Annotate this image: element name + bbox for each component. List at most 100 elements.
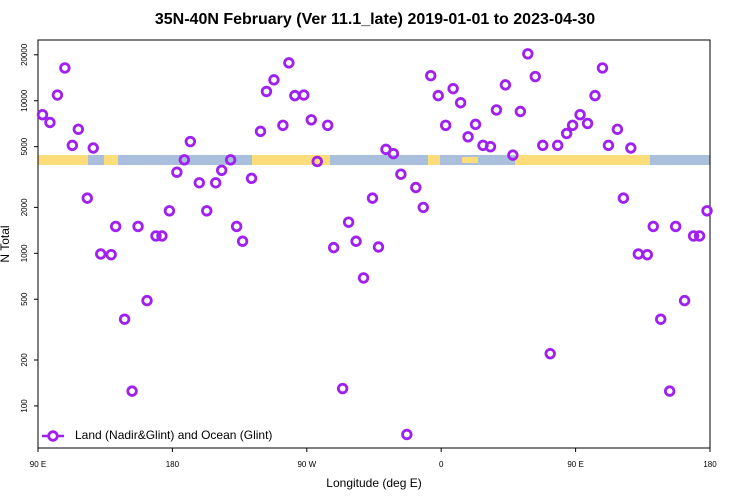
- data-point: [655, 313, 667, 325]
- y-tick-label: 500: [20, 292, 29, 306]
- data-point: [663, 385, 676, 397]
- data-point: [589, 89, 601, 102]
- y-tick-label: 10000: [20, 89, 29, 112]
- data-point: [529, 70, 541, 83]
- data-point: [156, 230, 168, 242]
- land-band: [252, 155, 330, 165]
- y-tick-label: 1000: [20, 244, 29, 262]
- x-axis-label: Longitude (deg E): [326, 476, 421, 490]
- data-point: [118, 313, 131, 325]
- legend-marker: [47, 430, 59, 442]
- data-point: [596, 62, 609, 74]
- data-point: [109, 220, 122, 233]
- data-point: [647, 220, 659, 233]
- data-point: [336, 382, 349, 395]
- data-point: [551, 139, 564, 152]
- data-point: [95, 248, 107, 260]
- x-tick-label: 0: [439, 460, 444, 469]
- data-point: [602, 139, 615, 152]
- data-point: [395, 168, 407, 180]
- data-point: [678, 294, 691, 307]
- data-point: [283, 57, 295, 69]
- data-point: [245, 172, 258, 185]
- y-axis-label: N Total: [0, 225, 12, 262]
- data-point: [327, 241, 340, 254]
- data-point: [87, 142, 99, 154]
- land-band: [462, 157, 478, 163]
- ocean-band: [38, 155, 710, 165]
- data-point: [105, 248, 117, 261]
- data-point: [36, 108, 49, 121]
- data-point: [469, 118, 482, 131]
- data-point: [560, 127, 573, 140]
- x-tick-label: 180: [166, 460, 180, 469]
- data-point: [490, 104, 503, 116]
- data-point: [236, 235, 249, 247]
- data-point: [507, 149, 519, 161]
- data-point: [410, 181, 422, 194]
- data-point: [298, 89, 310, 101]
- data-point: [260, 85, 273, 98]
- data-point: [171, 166, 183, 178]
- legend: Land (Nadir&Glint) and Ocean (Glint): [42, 428, 272, 442]
- x-tick-label: 180: [703, 460, 717, 469]
- data-point: [687, 230, 700, 242]
- land-band: [104, 155, 118, 165]
- data-point: [277, 119, 289, 132]
- data-point: [544, 347, 556, 360]
- data-point: [59, 62, 71, 74]
- data-point: [701, 205, 713, 217]
- data-point: [350, 235, 362, 247]
- x-tick-label: 90 E: [30, 460, 46, 469]
- data-point: [193, 177, 205, 189]
- data-point: [44, 116, 56, 129]
- data-point: [322, 119, 334, 132]
- data-point: [51, 89, 64, 101]
- data-point: [215, 164, 228, 177]
- data-point: [184, 135, 197, 148]
- data-point: [230, 220, 243, 233]
- chart-title: 35N-40N February (Ver 11.1_late) 2019-01…: [155, 11, 595, 28]
- data-point: [305, 114, 317, 126]
- data-point: [72, 123, 85, 135]
- y-tick-label: 2000: [20, 198, 29, 216]
- data-point: [499, 79, 512, 91]
- data-point: [425, 69, 437, 82]
- data-point: [366, 192, 379, 204]
- y-tick-label: 20000: [20, 43, 29, 66]
- land-band: [515, 155, 650, 165]
- data-point: [641, 248, 653, 261]
- land-band: [428, 155, 440, 165]
- x-tick-label: 90 E: [567, 460, 583, 469]
- data-point: [432, 89, 444, 102]
- data-point: [439, 119, 452, 132]
- plot-frame: [37, 39, 711, 449]
- data-point: [342, 216, 355, 228]
- data-point: [454, 97, 467, 109]
- data-point: [268, 74, 280, 86]
- data-point: [625, 142, 637, 154]
- data-point: [574, 108, 586, 121]
- data-point: [484, 140, 497, 153]
- data-point: [178, 154, 191, 166]
- data-point: [66, 139, 79, 152]
- data-point: [126, 385, 138, 397]
- x-tick-label: 90 W: [297, 460, 316, 469]
- data-point: [611, 123, 624, 135]
- data-point: [141, 294, 153, 307]
- data-point: [566, 119, 579, 132]
- data-point: [81, 192, 93, 204]
- data-point: [224, 154, 237, 166]
- data-point: [522, 48, 534, 60]
- data-point: [401, 428, 413, 441]
- legend-label: Land (Nadir&Glint) and Ocean (Glint): [75, 428, 272, 442]
- data-point: [417, 201, 429, 214]
- data-point: [311, 155, 323, 168]
- data-point: [210, 177, 222, 189]
- data-point: [537, 139, 549, 152]
- data-point: [372, 241, 385, 253]
- y-tick-label: 5000: [20, 137, 29, 155]
- land-band: [38, 155, 88, 165]
- land-ocean-strip: [38, 155, 710, 165]
